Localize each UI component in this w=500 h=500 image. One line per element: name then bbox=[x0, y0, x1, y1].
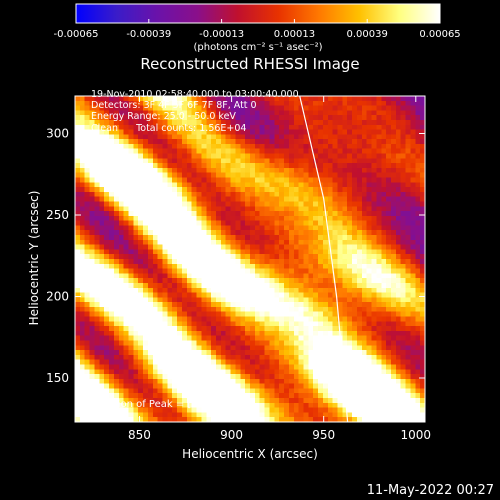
chart-title: Reconstructed RHESSI Image bbox=[140, 55, 359, 73]
x-tick-label: 950 bbox=[312, 428, 335, 442]
axis-ticks: 850 900 950 1000 150 200 250 300 bbox=[46, 96, 431, 442]
colorbar-tick-label: 0.00039 bbox=[347, 29, 388, 40]
heatmap-image bbox=[75, 96, 425, 422]
info-detectors: Detectors: 3F 4F 5F 6F 7F 8F, Att 0 bbox=[91, 100, 257, 111]
colorbar-ticks: -0.00065 -0.00039 -0.00013 0.00013 0.00039 0.… bbox=[54, 19, 461, 40]
y-axis-label: Heliocentric Y (arcsec) bbox=[27, 191, 41, 326]
plot-frame bbox=[74, 95, 426, 423]
colorbar-tick-label: -0.00039 bbox=[126, 29, 171, 40]
x-tick-label: 900 bbox=[220, 428, 243, 442]
colorbar-tick-label: -0.00013 bbox=[199, 29, 244, 40]
x-axis-label: Heliocentric X (arcsec) bbox=[182, 447, 318, 461]
y-tick-label: 250 bbox=[46, 208, 69, 222]
info-clean: Clean Total counts: 1.56E+04 bbox=[91, 123, 246, 134]
footer-timestamp: 11-May-2022 00:27 bbox=[367, 483, 494, 498]
solar-limb-line bbox=[299, 96, 349, 422]
y-tick-label: 300 bbox=[46, 126, 69, 140]
colorbar-tick-label: 0.00013 bbox=[274, 29, 315, 40]
y-tick-label: 200 bbox=[46, 289, 69, 303]
colorbar-unit-label: (photons cm⁻² s⁻¹ asec⁻²) bbox=[193, 42, 322, 53]
colorbar-tick-label: -0.00065 bbox=[54, 29, 99, 40]
info-energy: Energy Range: 25.0 - 50.0 keV bbox=[91, 111, 236, 122]
x-tick-label: 850 bbox=[128, 428, 151, 442]
peak-position-label: Position of Peak = [934,313] bbox=[94, 399, 237, 410]
colorbar-tick-label: 0.00065 bbox=[419, 29, 460, 40]
info-time: 19-Nov-2010 02:58:40.000 to 03:00:40.000 bbox=[91, 89, 299, 100]
y-tick-label: 150 bbox=[46, 371, 69, 385]
x-tick-label: 1000 bbox=[401, 428, 432, 442]
colorbar bbox=[75, 3, 441, 24]
plot-area bbox=[75, 96, 425, 422]
